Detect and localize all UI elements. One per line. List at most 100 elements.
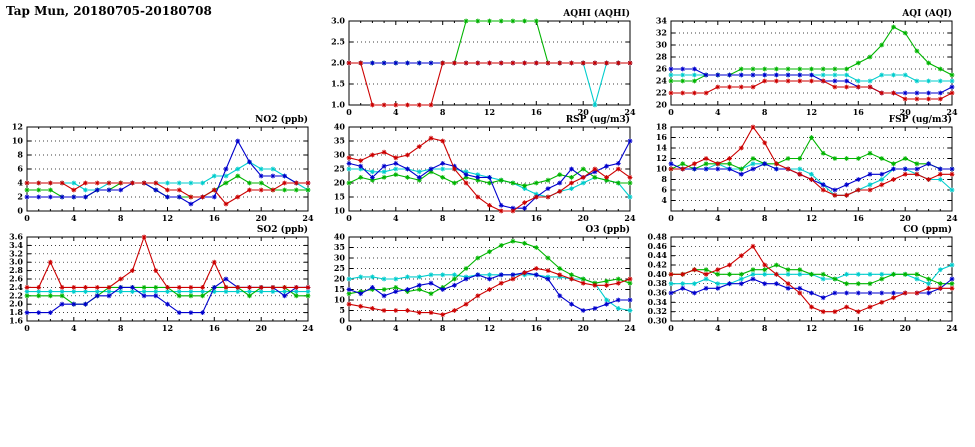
svg-text:20: 20 bbox=[256, 213, 268, 223]
svg-text:4: 4 bbox=[661, 195, 667, 205]
svg-text:10: 10 bbox=[12, 136, 24, 146]
svg-text:18: 18 bbox=[656, 122, 668, 132]
chart-title: RSP (ug/m3) bbox=[565, 115, 630, 125]
svg-text:24: 24 bbox=[624, 213, 636, 223]
svg-text:30: 30 bbox=[334, 253, 346, 263]
svg-text:12: 12 bbox=[162, 213, 173, 223]
svg-text:26: 26 bbox=[656, 64, 668, 74]
svg-text:35: 35 bbox=[334, 242, 345, 252]
svg-text:24: 24 bbox=[946, 323, 958, 333]
svg-text:12: 12 bbox=[162, 323, 173, 333]
svg-text:2: 2 bbox=[17, 192, 23, 202]
svg-text:3.0: 3.0 bbox=[9, 257, 23, 267]
chart-plot: 0.300.320.340.360.380.400.420.440.460.48… bbox=[648, 232, 958, 334]
chart-o3: O3 (ppb) 0 5 10 15 20 25 30 35 40 0 4 8 12 16 20 24 bbox=[322, 224, 647, 336]
svg-text:0.34: 0.34 bbox=[648, 297, 668, 307]
svg-text:20: 20 bbox=[578, 107, 590, 117]
svg-text:20: 20 bbox=[256, 323, 268, 333]
svg-text:8: 8 bbox=[118, 323, 124, 333]
svg-text:8: 8 bbox=[762, 107, 768, 117]
svg-text:12: 12 bbox=[484, 107, 495, 117]
svg-text:1.6: 1.6 bbox=[9, 316, 23, 326]
svg-text:0.40: 0.40 bbox=[648, 269, 668, 279]
chart-aqhi: AQHI (AQHI) 1.0 1.5 2.0 2.5 3.0 0 4 8 12 16 20 24 bbox=[322, 8, 647, 120]
svg-text:8: 8 bbox=[118, 213, 124, 223]
svg-text:0: 0 bbox=[346, 107, 352, 117]
svg-text:24: 24 bbox=[624, 107, 636, 117]
svg-text:16: 16 bbox=[853, 213, 865, 223]
svg-text:2.4: 2.4 bbox=[9, 282, 23, 292]
chart-fsp: FSP (ug/m3) 4 6 8 10 12 14 16 18 0 4 8 12 16 20 24 bbox=[644, 114, 969, 226]
chart-rsp: RSP (ug/m3) 10 15 20 25 30 35 40 0 4 8 12 16 20 24 bbox=[322, 114, 647, 226]
chart-title: CO (ppm) bbox=[903, 225, 952, 235]
svg-text:12: 12 bbox=[484, 213, 495, 223]
chart-plot: 1.0 1.5 2.0 2.5 3.0 0 4 8 12 16 20 24 bbox=[331, 16, 636, 118]
svg-text:20: 20 bbox=[334, 274, 346, 284]
svg-text:20: 20 bbox=[900, 323, 912, 333]
svg-text:0: 0 bbox=[668, 107, 674, 117]
svg-text:10: 10 bbox=[656, 164, 668, 174]
svg-text:2.0: 2.0 bbox=[331, 58, 345, 68]
svg-text:40: 40 bbox=[334, 232, 346, 242]
svg-text:35: 35 bbox=[334, 136, 345, 146]
svg-text:16: 16 bbox=[531, 107, 543, 117]
svg-text:3.4: 3.4 bbox=[9, 240, 23, 250]
svg-text:24: 24 bbox=[656, 76, 668, 86]
svg-text:22: 22 bbox=[656, 88, 667, 98]
chart-title: FSP (ug/m3) bbox=[888, 115, 952, 125]
svg-text:12: 12 bbox=[656, 153, 667, 163]
svg-text:0: 0 bbox=[668, 213, 674, 223]
svg-text:0: 0 bbox=[346, 323, 352, 333]
svg-text:4: 4 bbox=[393, 213, 399, 223]
svg-text:0.48: 0.48 bbox=[648, 232, 668, 242]
svg-text:24: 24 bbox=[624, 323, 636, 333]
svg-text:24: 24 bbox=[946, 107, 958, 117]
svg-text:3.2: 3.2 bbox=[9, 248, 23, 258]
chart-aqi: AQI (AQI) 20 22 24 26 28 30 32 34 0 4 8 12 16 20 24 bbox=[644, 8, 969, 120]
svg-text:14: 14 bbox=[656, 143, 668, 153]
svg-text:15: 15 bbox=[334, 284, 345, 294]
chart-so2: SO2 (ppb) 1.6 1.8 2.0 2.2 2.4 2.6 2.8 3.0 3.2 3.4… bbox=[0, 224, 325, 336]
svg-text:16: 16 bbox=[656, 132, 668, 142]
svg-text:20: 20 bbox=[578, 323, 590, 333]
svg-text:4: 4 bbox=[715, 213, 721, 223]
chart-co: CO (ppm) 0.30 0.32 0.34 0.36 0.38 0.40 0.42 0.4… bbox=[644, 224, 969, 336]
svg-text:8: 8 bbox=[762, 323, 768, 333]
svg-text:10: 10 bbox=[334, 295, 346, 305]
svg-text:40: 40 bbox=[334, 122, 346, 132]
svg-text:20: 20 bbox=[900, 213, 912, 223]
svg-text:1.8: 1.8 bbox=[9, 307, 23, 317]
chart-no2: NO2 (ppb) 0 2 4 6 8 10 12 0 4 8 12 16 20 24 bbox=[0, 114, 325, 226]
svg-text:25: 25 bbox=[334, 263, 345, 273]
chart-title: O3 (ppb) bbox=[585, 225, 630, 235]
svg-text:0.30: 0.30 bbox=[648, 316, 668, 326]
chart-title: AQHI (AQHI) bbox=[563, 9, 630, 19]
svg-text:5: 5 bbox=[339, 305, 345, 315]
svg-text:4: 4 bbox=[17, 178, 23, 188]
svg-text:3.0: 3.0 bbox=[331, 16, 345, 26]
svg-text:0.36: 0.36 bbox=[648, 288, 668, 298]
chart-title: NO2 (ppb) bbox=[255, 115, 308, 125]
svg-text:20: 20 bbox=[334, 178, 346, 188]
svg-text:8: 8 bbox=[440, 323, 446, 333]
svg-text:0: 0 bbox=[339, 316, 345, 326]
svg-text:16: 16 bbox=[853, 323, 865, 333]
svg-text:6: 6 bbox=[17, 164, 23, 174]
svg-text:1.0: 1.0 bbox=[331, 100, 345, 110]
svg-text:2.6: 2.6 bbox=[9, 274, 23, 284]
page-title: Tap Mun, 20180705-20180708 bbox=[6, 4, 212, 18]
svg-text:16: 16 bbox=[531, 323, 543, 333]
svg-text:0: 0 bbox=[17, 206, 23, 216]
svg-text:34: 34 bbox=[656, 16, 668, 26]
svg-text:2.2: 2.2 bbox=[9, 290, 23, 300]
svg-text:0: 0 bbox=[668, 323, 674, 333]
svg-text:10: 10 bbox=[334, 206, 346, 216]
chart-plot: 1.61.82.02.22.42.62.83.03.23.43.6 0 4 8 12 16… bbox=[9, 232, 314, 334]
svg-text:28: 28 bbox=[656, 52, 668, 62]
svg-text:30: 30 bbox=[334, 150, 346, 160]
svg-text:24: 24 bbox=[946, 213, 958, 223]
svg-text:12: 12 bbox=[806, 323, 817, 333]
svg-text:12: 12 bbox=[12, 122, 23, 132]
